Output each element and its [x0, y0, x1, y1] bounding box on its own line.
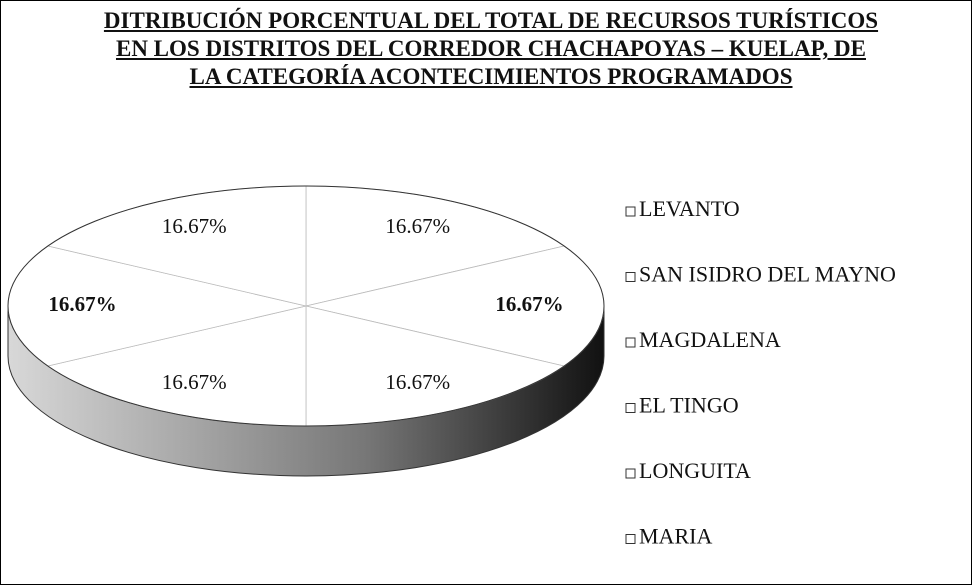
legend-swatch [625, 337, 636, 348]
legend-label: EL TINGO [639, 393, 739, 418]
data-label: 16.67% [162, 370, 227, 394]
data-label: 16.67% [385, 370, 450, 394]
legend-swatch [625, 206, 636, 217]
pie-outline [7, 185, 605, 427]
legend-label: LONGUITA [639, 458, 751, 483]
legend-swatch [625, 468, 636, 479]
data-label: 16.67% [495, 292, 563, 316]
data-label: 16.67% [385, 214, 450, 238]
legend-label: MAGDALENA [639, 327, 781, 352]
legend-swatch [625, 272, 636, 282]
legend-swatch [625, 534, 636, 544]
legend-label: MARIA [639, 524, 712, 549]
data-label: 16.67% [48, 292, 116, 316]
data-label: 16.67% [162, 214, 227, 238]
legend-label: SAN ISIDRO DEL MAYNO [639, 262, 896, 287]
chart-title: DITRIBUCIÓN PORCENTUAL DEL TOTAL DE RECU… [103, 8, 879, 89]
legend-label: LEVANTO [639, 196, 740, 221]
legend-swatch [625, 403, 636, 413]
